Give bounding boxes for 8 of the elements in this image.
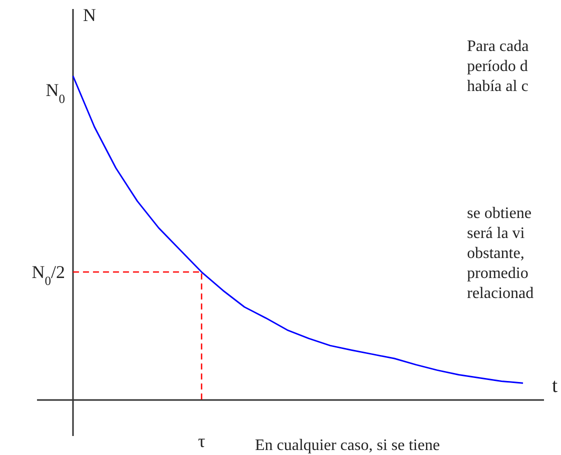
x-axis-title: t xyxy=(552,375,558,397)
annotation: N$_{0}$ xyxy=(46,80,65,106)
annotation: Para cada período d había al c xyxy=(467,38,529,95)
ref-line-label: N$_{0}$/2 xyxy=(32,262,65,288)
y-axis-title: N xyxy=(83,5,96,25)
text: τ xyxy=(198,431,206,451)
annotation: se obtiene será la vi obstante, promedio relacionad xyxy=(467,205,534,302)
text: En cualquier caso, si se tiene xyxy=(255,437,440,454)
